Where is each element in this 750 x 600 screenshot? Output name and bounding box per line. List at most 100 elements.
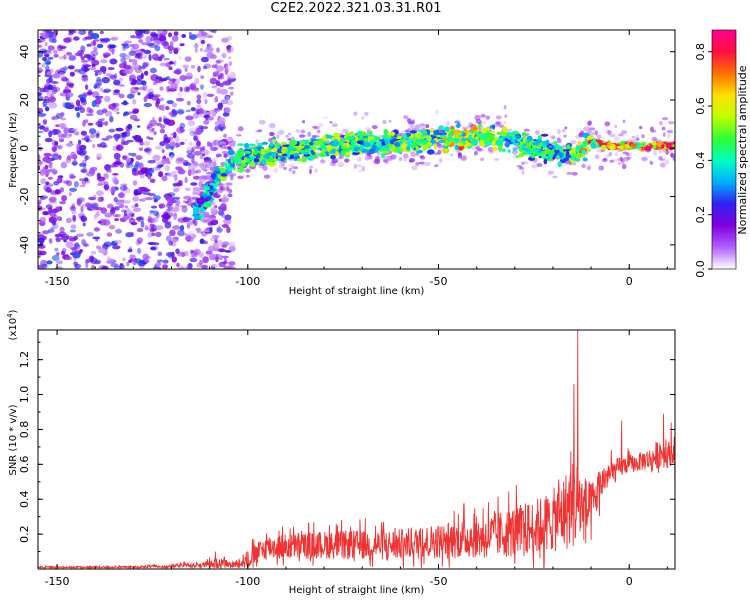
noise-speck — [228, 245, 236, 252]
noise-speck — [215, 153, 223, 158]
haze-speck — [653, 138, 659, 142]
noise-speck — [165, 105, 170, 111]
ridge-speck — [545, 139, 550, 145]
haze-speck — [550, 135, 556, 140]
noise-speck — [69, 71, 75, 77]
noise-speck — [47, 176, 53, 180]
noise-speck — [171, 236, 179, 243]
ridge-speck — [271, 139, 277, 142]
ridge-speck — [458, 134, 462, 138]
noise-speck — [111, 49, 115, 55]
haze-speck — [581, 163, 586, 169]
ridge-speck — [485, 141, 492, 147]
noise-speck — [67, 65, 75, 70]
haze-speck — [592, 130, 598, 136]
noise-speck — [47, 183, 54, 187]
haze-speck — [222, 183, 228, 188]
spectrogram-xlabel: Height of straight line (km) — [289, 286, 425, 297]
noise-speck — [226, 226, 231, 233]
ridge-speck — [438, 125, 444, 131]
noise-speck — [161, 41, 170, 47]
ridge-speck — [563, 157, 570, 161]
noise-speck — [38, 125, 46, 130]
ridge-speck — [409, 130, 417, 134]
haze-speck — [531, 164, 538, 169]
noise-speck — [80, 97, 87, 103]
noise-speck — [113, 136, 118, 139]
haze-speck — [403, 156, 407, 162]
noise-speck — [102, 219, 111, 226]
noise-speck — [48, 102, 58, 109]
noise-speck — [177, 229, 185, 237]
haze-speck — [258, 119, 266, 125]
noise-speck — [187, 120, 196, 127]
haze-speck — [273, 167, 279, 173]
ridge-speck — [472, 139, 478, 145]
haze-speck — [588, 120, 592, 126]
noise-speck — [126, 139, 134, 143]
ridge-speck — [523, 143, 527, 147]
noise-speck — [162, 77, 169, 81]
noise-speck — [89, 167, 96, 175]
ridge-speck — [204, 183, 208, 186]
noise-speck — [106, 168, 112, 173]
ridge-speck — [343, 151, 347, 155]
noise-speck — [132, 207, 142, 213]
noise-speck — [192, 89, 200, 93]
noise-speck — [185, 109, 191, 113]
noise-speck — [152, 154, 161, 161]
ridge-speck — [368, 140, 375, 145]
ridge-speck — [474, 132, 483, 135]
ridge-speck — [322, 147, 328, 152]
ridge-speck — [263, 153, 270, 159]
ridge-speck — [293, 152, 300, 156]
noise-speck — [39, 195, 49, 200]
ridge-speck — [438, 132, 444, 136]
ridge-speck — [431, 135, 437, 139]
noise-speck — [72, 154, 77, 159]
noise-speck — [117, 192, 125, 199]
noise-speck — [217, 183, 225, 188]
noise-speck — [181, 206, 188, 213]
ridge-speck — [364, 141, 371, 148]
ridge-speck — [387, 135, 391, 139]
noise-speck — [143, 96, 148, 102]
noise-speck — [194, 77, 200, 84]
noise-speck — [96, 153, 103, 160]
ridge-speck — [277, 152, 282, 156]
haze-speck — [433, 164, 438, 168]
noise-speck — [185, 265, 192, 269]
haze-speck — [622, 119, 626, 124]
noise-speck — [152, 266, 159, 269]
ridge-speck — [406, 146, 411, 151]
ridge-speck — [282, 144, 290, 148]
ridge-speck — [643, 146, 652, 151]
noise-speck — [111, 77, 117, 81]
haze-speck — [473, 150, 478, 156]
ridge-speck — [351, 140, 356, 146]
haze-speck — [287, 132, 292, 136]
noise-speck — [96, 172, 101, 179]
noise-speck — [88, 128, 97, 135]
noise-speck — [79, 204, 88, 208]
ridge-speck — [388, 144, 394, 149]
noise-speck — [51, 254, 60, 261]
noise-speck — [159, 97, 165, 102]
ridge-speck — [531, 154, 535, 159]
haze-speck — [288, 163, 295, 167]
ridge-speck — [325, 134, 333, 139]
noise-speck — [131, 153, 137, 157]
noise-speck — [110, 36, 119, 41]
noise-speck — [159, 204, 163, 209]
noise-speck — [201, 153, 206, 157]
ridge-speck — [399, 148, 404, 153]
noise-speck — [91, 33, 100, 40]
noise-speck — [189, 220, 194, 225]
haze-speck — [277, 129, 285, 135]
noise-speck — [128, 50, 137, 56]
noise-speck — [42, 210, 51, 216]
ridge-speck — [290, 139, 295, 144]
noise-speck — [203, 120, 210, 125]
noise-speck — [81, 78, 89, 82]
ridge-speck — [229, 167, 233, 171]
